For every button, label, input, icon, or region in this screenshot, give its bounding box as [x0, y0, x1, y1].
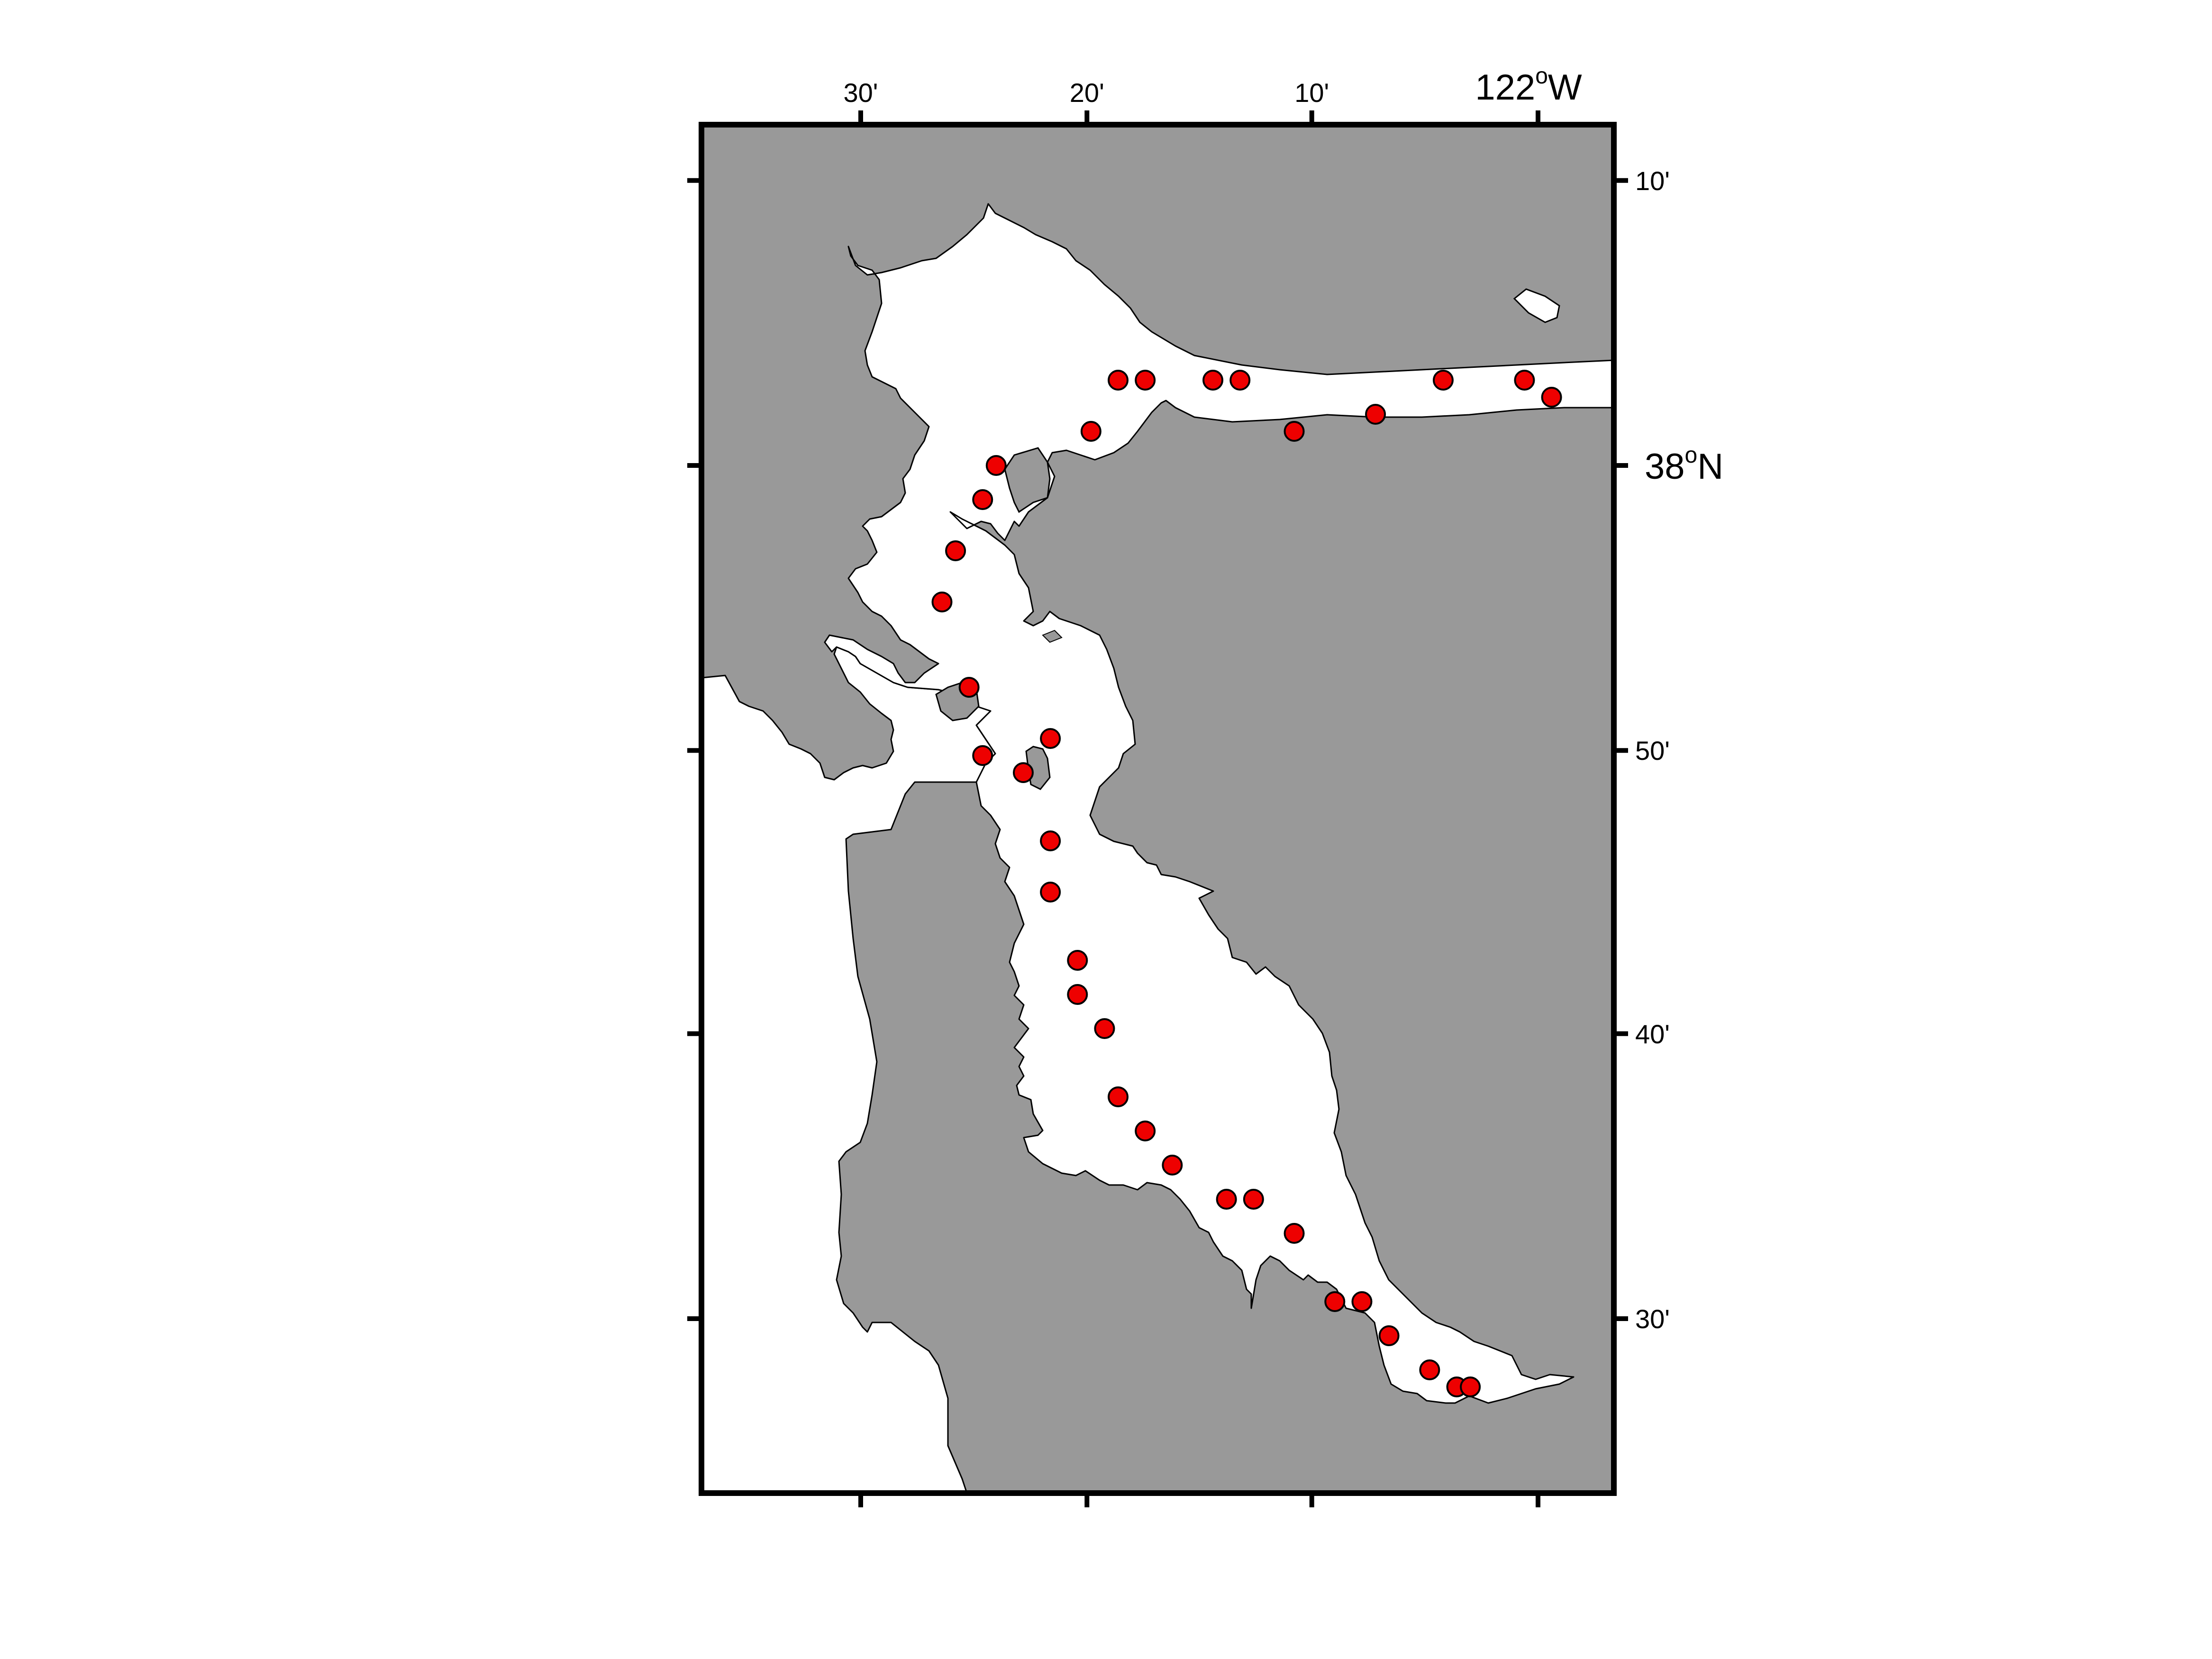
small-island: [1042, 629, 1063, 643]
station-marker: [1324, 1291, 1346, 1312]
station-markers: [931, 370, 1562, 1397]
station-marker: [1460, 1376, 1481, 1397]
station-marker: [1541, 387, 1562, 408]
axis-ticks: 30' 20' 10' 122oW 10' 50' 40' 30' 38oN: [687, 64, 1723, 1507]
station-marker: [1080, 421, 1101, 442]
station-marker: [958, 677, 980, 698]
station-marker: [1135, 370, 1156, 391]
station-marker: [1012, 762, 1034, 783]
station-marker: [1514, 370, 1535, 391]
map-frame: [699, 122, 1617, 1496]
suisun-lake: [1513, 288, 1560, 323]
right-tick-label: 10': [1635, 166, 1670, 196]
station-marker: [1229, 370, 1251, 391]
station-marker: [1094, 1018, 1115, 1039]
station-marker: [1432, 370, 1454, 391]
right-major-label: 38oN: [1645, 443, 1723, 487]
station-marker: [1243, 1189, 1264, 1210]
station-marker: [945, 540, 966, 561]
station-marker: [1419, 1359, 1440, 1380]
station-marker: [972, 489, 993, 510]
station-marker: [1216, 1189, 1237, 1210]
station-marker: [1067, 950, 1088, 971]
station-marker: [931, 592, 953, 612]
station-marker: [985, 455, 1007, 476]
station-marker: [1284, 1223, 1305, 1244]
station-marker: [1040, 728, 1061, 749]
station-marker: [1284, 421, 1305, 442]
top-tick-label: 20': [1070, 78, 1104, 108]
right-tick-label: 50': [1635, 736, 1670, 766]
top-tick-label: 30': [844, 78, 878, 108]
station-marker: [1108, 1086, 1129, 1107]
station-marker: [1040, 830, 1061, 851]
station-marker: [1135, 1121, 1156, 1141]
station-marker: [1040, 882, 1061, 902]
station-marker: [1162, 1155, 1183, 1176]
station-marker: [1202, 370, 1224, 391]
station-marker: [972, 745, 993, 766]
right-tick-label: 30': [1635, 1304, 1670, 1334]
top-tick-label: 10': [1294, 78, 1329, 108]
station-marker: [1378, 1325, 1400, 1346]
right-tick-label: 40': [1635, 1019, 1670, 1049]
station-marker: [1108, 370, 1129, 391]
mare-island: [1004, 447, 1051, 513]
station-marker: [1067, 984, 1088, 1005]
station-marker: [1351, 1291, 1373, 1312]
station-marker: [1365, 404, 1386, 425]
top-major-label: 122oW: [1475, 64, 1582, 108]
